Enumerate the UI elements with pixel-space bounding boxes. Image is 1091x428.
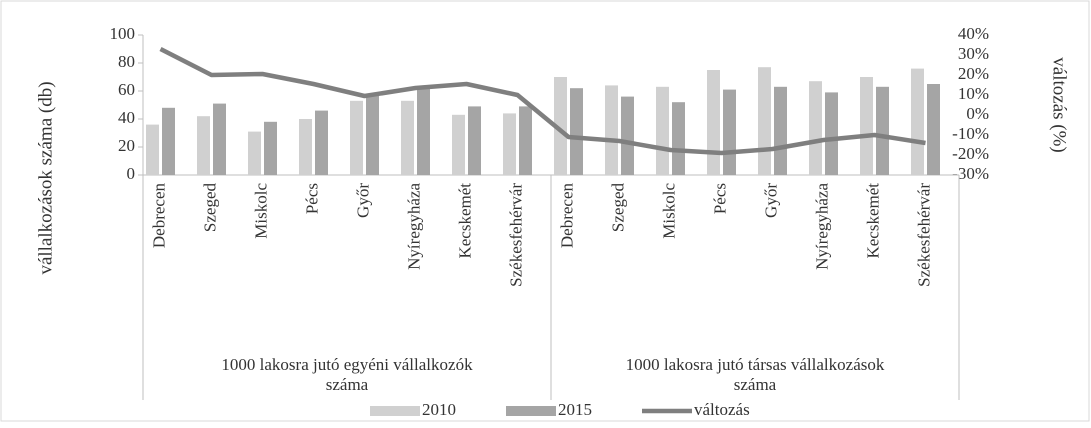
y-tick-label: 100	[110, 24, 136, 43]
bar	[758, 67, 771, 175]
bar	[621, 96, 634, 175]
legend-label: 2015	[558, 400, 592, 419]
y2-tick-label: -30%	[952, 164, 989, 183]
bar	[350, 100, 363, 175]
y2-tick-label: -20%	[952, 144, 989, 163]
x-tick-label: Kecskemét	[863, 183, 882, 259]
bar	[213, 103, 226, 175]
group-label: 1000 lakosra jutó egyéni vállalkozók szám…	[221, 355, 473, 394]
y-tick-label: 80	[118, 52, 135, 71]
x-tick-label: Nyíregyháza	[812, 183, 831, 270]
legend-swatch	[370, 406, 420, 416]
bar	[248, 131, 261, 175]
bar	[197, 116, 210, 175]
group-label-line: száma	[326, 375, 369, 394]
x-tick-label: Szeged	[608, 183, 627, 233]
bar	[876, 86, 889, 175]
x-tick-label: Pécs	[302, 183, 321, 214]
bar	[401, 100, 414, 175]
legend-label: 2010	[422, 400, 456, 419]
y2-tick-label: 10%	[958, 84, 989, 103]
legend-label: változás	[694, 400, 750, 419]
x-tick-label: Debrecen	[149, 183, 168, 249]
group-label-line: 1000 lakosra jutó egyéni vállalkozók	[221, 355, 473, 374]
legend-swatch	[506, 406, 556, 416]
bar	[927, 84, 940, 175]
x-tick-label: Győr	[761, 183, 780, 218]
y-tick-label: 40	[118, 108, 135, 127]
bar	[468, 106, 481, 175]
y2-tick-label: 30%	[958, 44, 989, 63]
bar	[417, 88, 430, 175]
bar	[860, 77, 873, 175]
bar	[519, 106, 532, 175]
x-tick-label: Kecskemét	[455, 183, 474, 259]
x-tick-label: Miskolc	[251, 183, 270, 239]
group-label-line: száma	[734, 375, 777, 394]
y2-tick-label: 40%	[958, 24, 989, 43]
bar	[554, 77, 567, 175]
y2-axis-title: változás (%)	[1049, 57, 1070, 152]
x-tick-label: Miskolc	[659, 183, 678, 239]
y2-tick-label: 20%	[958, 64, 989, 83]
x-tick-label: Pécs	[710, 183, 729, 214]
bar	[911, 68, 924, 175]
bar	[656, 86, 669, 175]
group-label: 1000 lakosra jutó társas vállalkozások sz…	[626, 355, 885, 394]
bar	[723, 89, 736, 175]
bar	[452, 114, 465, 175]
bar	[605, 85, 618, 175]
bar	[707, 70, 720, 175]
y-tick-label: 20	[118, 136, 135, 155]
x-tick-label: Székesfehérvár	[506, 183, 525, 287]
y-axis-title: vállalkozások száma (db)	[35, 81, 56, 274]
y2-tick-label: 0%	[966, 104, 989, 123]
bar	[366, 93, 379, 175]
bar	[774, 86, 787, 175]
x-tick-label: Szeged	[200, 183, 219, 233]
x-tick-label: Debrecen	[557, 183, 576, 249]
bar	[809, 81, 822, 175]
bar	[503, 113, 516, 175]
x-tick-label: Nyíregyháza	[404, 183, 423, 270]
bar	[672, 102, 685, 175]
x-tick-label: Székesfehérvár	[914, 183, 933, 287]
bar	[264, 121, 277, 175]
x-tick-label: Győr	[353, 183, 372, 218]
bar	[146, 124, 159, 175]
bar	[570, 88, 583, 175]
bar	[162, 107, 175, 175]
bar	[315, 110, 328, 175]
y-tick-label: 0	[127, 164, 136, 183]
line	[159, 46, 926, 156]
group-label-line: 1000 lakosra jutó társas vállalkozások	[626, 355, 885, 374]
y-tick-label: 60	[118, 80, 135, 99]
y2-tick-label: -10%	[952, 124, 989, 143]
bar	[825, 92, 838, 175]
bar	[299, 119, 312, 175]
